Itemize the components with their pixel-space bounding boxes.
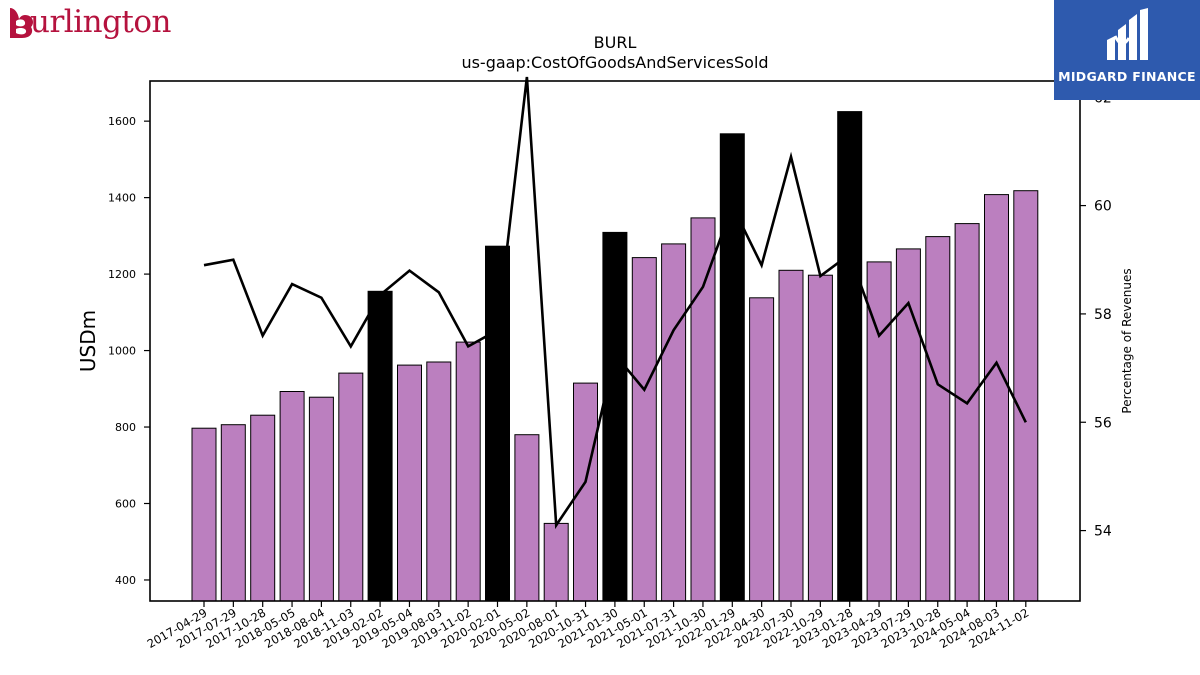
- y2-tick-label: 58: [1094, 307, 1112, 323]
- chart-title: BURL: [594, 33, 637, 52]
- midgard-finance-logo: MIDGARD FINANCE: [1054, 0, 1200, 100]
- burlington-logo: urlington: [4, 2, 174, 46]
- y2-tick-label: 54: [1094, 524, 1112, 540]
- bar-2021-07-31: [661, 243, 687, 602]
- bar-2017-07-29: [220, 424, 246, 602]
- bar-2023-10-28: [925, 236, 951, 602]
- chart-subtitle: us-gaap:CostOfGoodsAndServicesSold: [461, 53, 768, 72]
- bar-2019-05-04: [397, 364, 422, 602]
- bar-2023-01-28: [837, 111, 863, 602]
- bar-2018-11-03: [338, 372, 364, 602]
- bars-layer: [191, 111, 1039, 602]
- bar-2022-10-29: [807, 274, 833, 602]
- y2-tick-label: 60: [1094, 199, 1112, 215]
- y2-axis-label: Percentage of Revenues: [1120, 268, 1134, 413]
- bar-2022-01-29: [719, 133, 745, 602]
- bar-2024-05-04: [954, 223, 980, 602]
- bar-2017-04-29: [191, 427, 217, 602]
- bar-2019-08-03: [426, 361, 452, 602]
- bar-2021-01-30: [602, 231, 628, 602]
- bar-2024-08-03: [984, 194, 1009, 602]
- bar-2023-07-29: [895, 248, 921, 602]
- logo-brand-text: MIDGARD FINANCE: [1058, 69, 1196, 84]
- midgard-mark-icon: [1107, 8, 1148, 60]
- logo-wordmark: urlington: [30, 4, 172, 40]
- percentage-line: [203, 76, 1027, 530]
- bar-2021-05-01: [631, 257, 657, 602]
- bar-2018-08-04: [308, 396, 334, 602]
- y2-tick-label: 56: [1094, 415, 1112, 431]
- bar-2021-10-30: [690, 217, 716, 602]
- y-tick-label: 1000: [108, 345, 136, 358]
- y-tick-label: 1600: [108, 115, 136, 128]
- y-tick-label: 400: [115, 574, 136, 587]
- y-tick-label: 1400: [108, 192, 136, 205]
- heart-b-icon: [10, 8, 33, 38]
- bar-2020-08-01: [543, 522, 569, 602]
- y-axis-label: USDm: [76, 310, 100, 372]
- y-tick-label: 800: [115, 421, 136, 434]
- bar-2022-07-30: [778, 269, 804, 602]
- bar-2020-02-01: [485, 245, 510, 602]
- bar-2019-11-02: [455, 341, 481, 602]
- bar-2022-04-30: [749, 297, 775, 602]
- bar-2018-05-05: [279, 391, 305, 602]
- bar-2019-02-02: [367, 290, 393, 602]
- y-tick-label: 1200: [108, 268, 136, 281]
- y-tick-label: 600: [115, 498, 136, 511]
- bar-2017-10-28: [250, 414, 276, 602]
- bar-2024-11-02: [1013, 190, 1039, 602]
- bar-2020-05-02: [514, 434, 540, 602]
